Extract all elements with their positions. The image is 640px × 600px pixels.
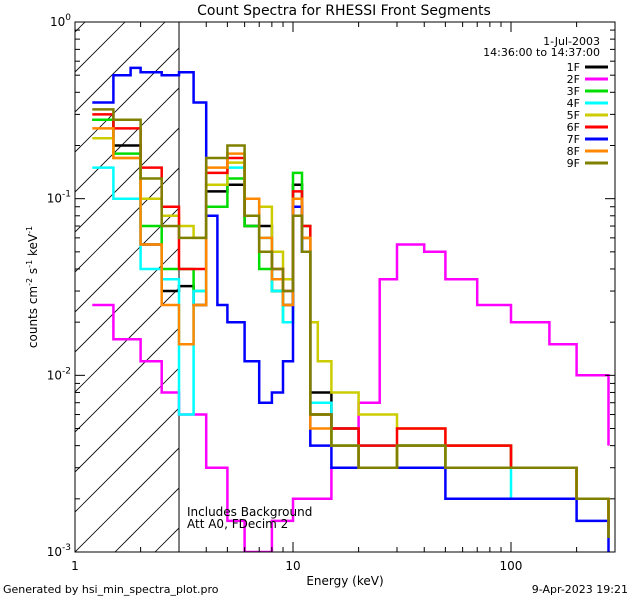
chart-title: Count Spectra for RHESSI Front Segments bbox=[197, 3, 491, 19]
hatch-line bbox=[75, 22, 126, 73]
series-line-2F bbox=[92, 243, 610, 552]
date-label: 1-Jul-2003 bbox=[543, 35, 600, 48]
hatch-line bbox=[75, 367, 180, 473]
series-layer bbox=[92, 22, 610, 552]
legend-label-4F: 4F bbox=[567, 97, 580, 110]
y-tick-label: 10-1 bbox=[47, 190, 71, 206]
hatch-line bbox=[75, 47, 180, 153]
y-tick-label: 10-2 bbox=[47, 366, 71, 382]
hatch-line bbox=[75, 207, 180, 313]
hatch-line bbox=[75, 247, 180, 353]
annotation-attenuator: Att A0, FDecim 2 bbox=[187, 517, 288, 531]
y-tick-label: 100 bbox=[50, 13, 71, 29]
x-tick-label: 10 bbox=[285, 559, 300, 573]
hatch-region bbox=[75, 22, 180, 552]
axis-ticks bbox=[74, 21, 616, 553]
legend-label-5F: 5F bbox=[567, 109, 580, 122]
legend-label-2F: 2F bbox=[567, 73, 580, 86]
legend-label-9F: 9F bbox=[567, 157, 580, 170]
y-axis-label: counts cm-2 s-1 keV-1 bbox=[25, 226, 40, 348]
hatch-line bbox=[75, 447, 180, 552]
hatch-line bbox=[75, 167, 180, 273]
hatch-line bbox=[75, 407, 180, 513]
hatch-line bbox=[75, 22, 166, 113]
x-tick-label: 1 bbox=[71, 559, 79, 573]
series-line-9F bbox=[92, 108, 610, 538]
footer-timestamp: 9-Apr-2023 19:21 bbox=[531, 583, 628, 596]
x-tick-labels: 1 10 100 bbox=[71, 559, 522, 573]
legend-label-6F: 6F bbox=[567, 121, 580, 134]
footer-generated-by: Generated by hsi_min_spectra_plot.pro bbox=[3, 583, 219, 596]
x-axis-label: Energy (keV) bbox=[306, 574, 383, 588]
plot-frame bbox=[74, 21, 616, 553]
x-tick-label: 100 bbox=[500, 559, 523, 573]
legend-label-7F: 7F bbox=[567, 133, 580, 146]
legend-label-1F: 1F bbox=[567, 61, 580, 74]
y-tick-label: 10-3 bbox=[47, 543, 71, 559]
annotation-background: Includes Background bbox=[187, 505, 312, 519]
y-tick-labels: 100 10-1 10-2 10-3 bbox=[47, 13, 72, 559]
legend-label-8F: 8F bbox=[567, 145, 580, 158]
time-range-label: 14:36:00 to 14:37:00 bbox=[483, 46, 600, 59]
legend-label-3F: 3F bbox=[567, 85, 580, 98]
